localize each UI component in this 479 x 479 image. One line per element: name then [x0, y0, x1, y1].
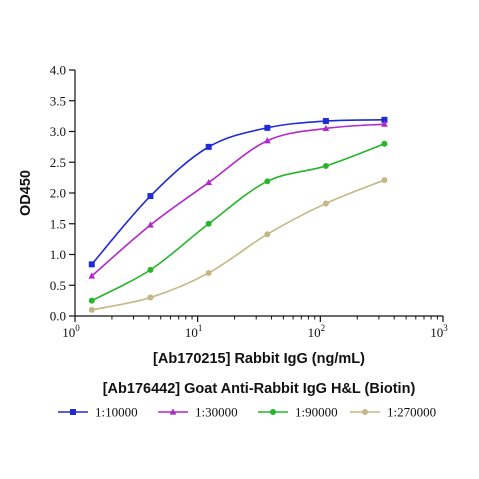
series-markers	[88, 116, 388, 313]
data-point	[147, 294, 154, 301]
data-point	[264, 178, 271, 185]
y-tick-label: 0.0	[50, 309, 66, 324]
data-point	[147, 266, 154, 273]
data-point	[322, 124, 330, 132]
legend-marker	[70, 409, 76, 415]
legend-marker	[362, 409, 368, 415]
x-tick-label: 101	[185, 323, 203, 340]
series-curve-3	[91, 143, 385, 302]
y-tick-label: 1.0	[50, 247, 66, 262]
data-point	[264, 231, 271, 238]
x-tick-label: 102	[308, 323, 326, 340]
legend: 1:10000 1:30000 1:90000 1:270000	[58, 405, 436, 420]
series-curves	[91, 119, 385, 311]
data-point	[381, 177, 388, 184]
data-point	[263, 137, 271, 144]
data-point	[88, 306, 95, 313]
legend-item-1: 1:10000	[58, 405, 138, 420]
data-point	[322, 200, 329, 207]
axes: 0.0 0.5 1.0 1.5 2.0 2.5 3.0 3.5 4.0 100 101 102 103	[50, 63, 449, 341]
y-tick-label: 4.0	[50, 63, 66, 78]
y-tick-label: 2.5	[50, 155, 66, 170]
y-tick-label: 2.0	[50, 186, 66, 201]
x-tick-label: 103	[430, 323, 448, 340]
data-point	[205, 178, 213, 186]
data-point	[322, 118, 329, 125]
data-point	[147, 221, 154, 228]
legend-item-2: 1:30000	[158, 405, 238, 420]
data-point	[264, 124, 271, 131]
data-point	[88, 272, 96, 279]
y-tick-label: 3.0	[50, 124, 66, 139]
legend-item-3: 1:90000	[258, 405, 338, 420]
data-point	[205, 269, 212, 276]
legend-label: 1:90000	[295, 405, 338, 420]
data-point	[322, 162, 329, 169]
series-curve-1	[91, 119, 385, 265]
x-axis-label: [Ab170215] Rabbit IgG (ng/mL)	[153, 351, 365, 367]
data-point	[88, 261, 95, 268]
legend-marker	[169, 408, 177, 415]
data-point	[381, 120, 388, 127]
y-tick-label: 1.5	[50, 216, 66, 231]
data-point	[381, 140, 388, 147]
data-point	[205, 220, 212, 227]
legend-item-4: 1:270000	[350, 405, 436, 420]
data-point	[381, 116, 388, 123]
legend-label: 1:30000	[195, 405, 238, 420]
legend-title: [Ab176442] Goat Anti-Rabbit IgG H&L (Bio…	[103, 381, 416, 397]
data-point	[147, 193, 154, 200]
y-tick-label: 0.5	[50, 278, 66, 293]
x-tick-label: 100	[62, 323, 80, 340]
legend-label: 1:270000	[387, 405, 436, 420]
y-tick-label: 3.5	[50, 93, 66, 108]
legend-label: 1:10000	[95, 405, 138, 420]
data-point	[205, 143, 212, 150]
data-point	[88, 297, 95, 304]
legend-marker	[270, 409, 276, 415]
y-axis-label: OD450	[18, 170, 34, 216]
series-curve-4	[91, 179, 385, 311]
